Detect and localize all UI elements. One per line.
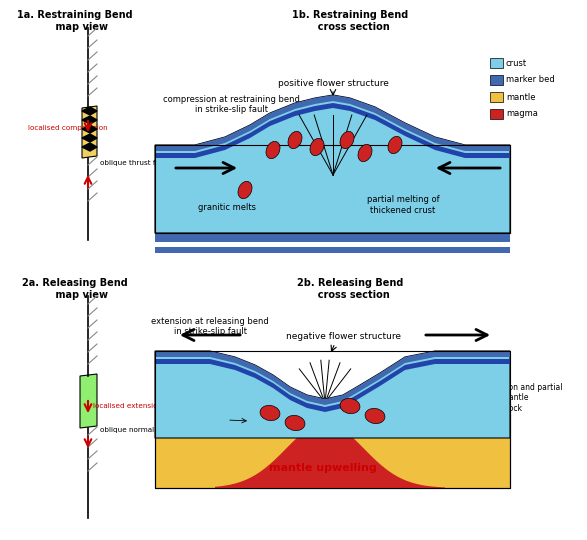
- Polygon shape: [155, 351, 510, 405]
- Polygon shape: [155, 351, 510, 438]
- Ellipse shape: [238, 181, 252, 199]
- Ellipse shape: [340, 399, 360, 414]
- Text: crust: crust: [506, 58, 527, 68]
- Text: magma: magma: [506, 110, 538, 118]
- Ellipse shape: [365, 408, 385, 423]
- Text: extension at releasing bend
in strike-slip fault: extension at releasing bend in strike-sl…: [151, 317, 269, 336]
- Polygon shape: [155, 103, 510, 158]
- Text: 2a. Releasing Bend
    map view: 2a. Releasing Bend map view: [22, 278, 128, 300]
- Text: partial melting of
thickened crust: partial melting of thickened crust: [367, 195, 439, 215]
- Bar: [490, 75, 503, 85]
- Text: marker bed: marker bed: [506, 76, 555, 84]
- Ellipse shape: [388, 137, 402, 153]
- Polygon shape: [82, 125, 97, 133]
- Text: granitic melts: granitic melts: [198, 202, 256, 212]
- Polygon shape: [82, 116, 97, 124]
- Text: crustal thinning: crustal thinning: [167, 414, 233, 422]
- Text: positive flower structure: positive flower structure: [278, 79, 389, 88]
- Polygon shape: [155, 95, 510, 233]
- Text: mantle upwelling: mantle upwelling: [269, 463, 377, 473]
- Polygon shape: [155, 95, 510, 151]
- Bar: [155, 145, 510, 233]
- Ellipse shape: [266, 141, 280, 159]
- Bar: [490, 58, 503, 68]
- Ellipse shape: [358, 144, 372, 161]
- Text: 2b. Releasing Bend
  cross section: 2b. Releasing Bend cross section: [297, 278, 403, 300]
- Text: localised extension: localised extension: [93, 403, 162, 409]
- Text: oblique thrust faulting: oblique thrust faulting: [100, 160, 180, 166]
- Text: mantle: mantle: [506, 92, 535, 102]
- Polygon shape: [155, 359, 510, 412]
- Bar: [490, 92, 503, 102]
- Text: 1a. Restraining Bend
    map view: 1a. Restraining Bend map view: [17, 10, 133, 32]
- Bar: [155, 403, 510, 488]
- Text: negative flower structure: negative flower structure: [285, 332, 400, 341]
- Text: 1b. Restraining Bend
  cross section: 1b. Restraining Bend cross section: [292, 10, 408, 32]
- Bar: [155, 247, 510, 253]
- Text: decompression and partial
melting of mantle
and crustal rock: decompression and partial melting of man…: [460, 383, 562, 413]
- Ellipse shape: [260, 406, 280, 421]
- Bar: [490, 109, 503, 119]
- Bar: [155, 233, 510, 242]
- Polygon shape: [82, 143, 97, 151]
- Polygon shape: [82, 134, 97, 142]
- Polygon shape: [82, 106, 97, 158]
- Ellipse shape: [310, 138, 324, 156]
- Text: localised compression: localised compression: [28, 125, 107, 131]
- Ellipse shape: [288, 131, 302, 148]
- Ellipse shape: [285, 415, 305, 430]
- Polygon shape: [215, 423, 445, 488]
- Bar: [155, 351, 510, 488]
- Bar: [155, 145, 510, 233]
- Text: oblique normal faulting: oblique normal faulting: [100, 427, 184, 433]
- Ellipse shape: [340, 131, 354, 148]
- Polygon shape: [82, 107, 97, 115]
- Polygon shape: [80, 374, 97, 428]
- Text: compression at restraining bend
in strike-slip fault: compression at restraining bend in strik…: [163, 95, 300, 114]
